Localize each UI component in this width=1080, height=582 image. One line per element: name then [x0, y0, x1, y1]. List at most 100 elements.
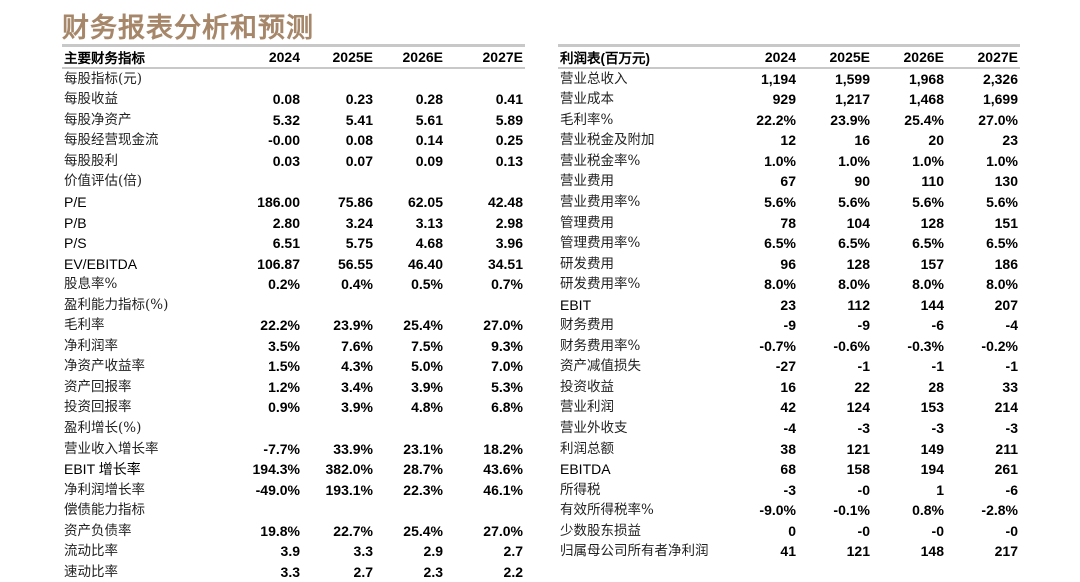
cell-value: 9.3%	[491, 337, 523, 354]
cell-value: 3.3	[353, 543, 373, 560]
row-label: 研发费用	[560, 255, 614, 272]
cell-value	[445, 171, 525, 192]
cell-value	[375, 68, 445, 89]
table-row: 净利润增长率 -49.0% 193.1% 22.3% 46.1%	[62, 479, 525, 500]
cell-value	[445, 68, 525, 89]
row-label: 价值评估(倍)	[64, 173, 143, 190]
income-statement-table: 利润表(百万元) 2024 2025E 2026E 2027E 营业总收入 1,194 1,…	[558, 44, 1020, 562]
cell-value: 42	[780, 399, 796, 416]
cell-value: 33.9%	[333, 440, 373, 457]
cell-value: -3	[783, 481, 796, 498]
row-label: 每股收益	[64, 91, 118, 108]
cell-value: 78	[780, 214, 796, 231]
cell-value: 153	[920, 399, 944, 416]
cell-value: 149	[920, 440, 944, 457]
cell-value: 0.14	[415, 132, 443, 149]
table-row: 利润总额 38 121 149 211	[558, 438, 1020, 459]
row-label: P/E	[64, 194, 87, 210]
cell-value: 193.1%	[325, 481, 373, 498]
table-row: 营业总收入 1,194 1,599 1,968 2,326	[558, 68, 1020, 89]
cell-value: 2.80	[272, 214, 300, 231]
cell-value: 104	[846, 214, 870, 231]
cell-value: 3.4%	[341, 378, 373, 395]
cell-value: -0	[857, 481, 870, 498]
row-label: 管理费用	[560, 214, 614, 231]
table-row: 财务费用 -9 -9 -6 -4	[558, 315, 1020, 336]
table-row: 每股经营现金流 -0.00 0.08 0.14 0.25	[62, 130, 525, 151]
cell-value: 1,968	[908, 71, 944, 87]
cell-value: 0.07	[345, 152, 373, 169]
row-label: EBITDA	[560, 461, 611, 478]
header-year: 2025E	[798, 44, 872, 69]
table-row: 营业费用率% 5.6% 5.6% 5.6% 5.6%	[558, 192, 1020, 213]
cell-value: 6.5%	[986, 235, 1018, 252]
header-year: 2027E	[946, 44, 1020, 69]
cell-value: 5.61	[415, 111, 443, 128]
cell-value: 211	[995, 440, 1018, 457]
cell-value: -1	[931, 358, 944, 375]
table-row: 归属母公司所有者净利润 41 121 148 217	[558, 541, 1020, 562]
row-label: 归属母公司所有者净利润	[560, 543, 709, 560]
cell-value: 0.09	[415, 152, 443, 169]
cell-value: 7.0%	[491, 358, 523, 375]
cell-value	[445, 418, 525, 439]
cell-value: 25.4%	[904, 111, 944, 128]
cell-value: 1.2%	[268, 378, 300, 395]
table-row: 净利润率 3.5% 7.6% 7.5% 9.3%	[62, 336, 525, 357]
table-header-row: 利润表(百万元) 2024 2025E 2026E 2027E	[558, 44, 1020, 69]
cell-value: 23.9%	[830, 111, 870, 128]
cell-value	[302, 500, 375, 521]
row-label: 营业费用率%	[560, 194, 641, 210]
cell-value: 4.68	[415, 235, 443, 252]
cell-value: 158	[846, 461, 870, 478]
cell-value: 46.1%	[483, 481, 523, 498]
cell-value: 2.3	[423, 563, 443, 580]
cell-value: 1,217	[834, 91, 870, 108]
cell-value: 23.9%	[333, 317, 373, 334]
cell-value: -0	[857, 522, 870, 539]
cell-value: 186	[994, 255, 1018, 272]
table-row: 所得税 -3 -0 1 -6	[558, 479, 1020, 500]
table-row: 盈利增长(%)	[62, 418, 525, 439]
cell-value: 0.08	[345, 132, 373, 149]
cell-value: -4	[1005, 317, 1018, 334]
cell-value	[230, 418, 302, 439]
cell-value: 3.3	[280, 563, 300, 580]
cell-value: 194.3%	[252, 461, 300, 478]
table-row: P/E 186.00 75.86 62.05 42.48	[62, 192, 525, 213]
cell-value: 4.3%	[341, 358, 373, 375]
cell-value: 6.5%	[912, 235, 944, 252]
table-row: 资产减值损失 -27 -1 -1 -1	[558, 356, 1020, 377]
table-row: 营业外收支 -4 -3 -3 -3	[558, 418, 1020, 439]
cell-value: 106.87	[257, 255, 300, 272]
table-row: 管理费用 78 104 128 151	[558, 212, 1020, 233]
cell-value: -6	[931, 317, 944, 334]
cell-value: 3.13	[415, 214, 443, 231]
cell-value: -6	[1005, 481, 1018, 498]
cell-value: -9	[857, 317, 870, 334]
cell-value: 75.86	[337, 194, 373, 210]
cell-value: 0.03	[272, 152, 300, 169]
cell-value: 1.0%	[764, 152, 796, 169]
cell-value: -7.7%	[263, 440, 300, 457]
table-row: 营业成本 929 1,217 1,468 1,699	[558, 89, 1020, 110]
row-label: 投资回报率	[64, 399, 132, 416]
cell-value: -1	[1005, 358, 1018, 375]
row-label: EV/EBITDA	[64, 255, 138, 272]
cell-value: 18.2%	[483, 440, 523, 457]
cell-value: 382.0%	[325, 461, 373, 478]
cell-value: 5.6%	[986, 194, 1018, 210]
row-label: 毛利率	[64, 317, 105, 334]
row-label: 管理费用率%	[560, 235, 641, 252]
cell-value: 23.1%	[403, 440, 443, 457]
cell-value: 0.7%	[491, 276, 523, 293]
cell-value: 0.25	[495, 132, 523, 149]
table-row: 研发费用 96 128 157 186	[558, 253, 1020, 274]
table-row: 资产负债率 19.8% 22.7% 25.4% 27.0%	[62, 520, 525, 541]
cell-value: 1,599	[834, 71, 870, 87]
table-row: P/B 2.80 3.24 3.13 2.98	[62, 212, 525, 233]
cell-value: 0.2%	[268, 276, 300, 293]
row-label: 利润总额	[560, 440, 614, 457]
cell-value: 1,699	[982, 91, 1018, 108]
table-row: 每股收益 0.08 0.23 0.28 0.41	[62, 89, 525, 110]
